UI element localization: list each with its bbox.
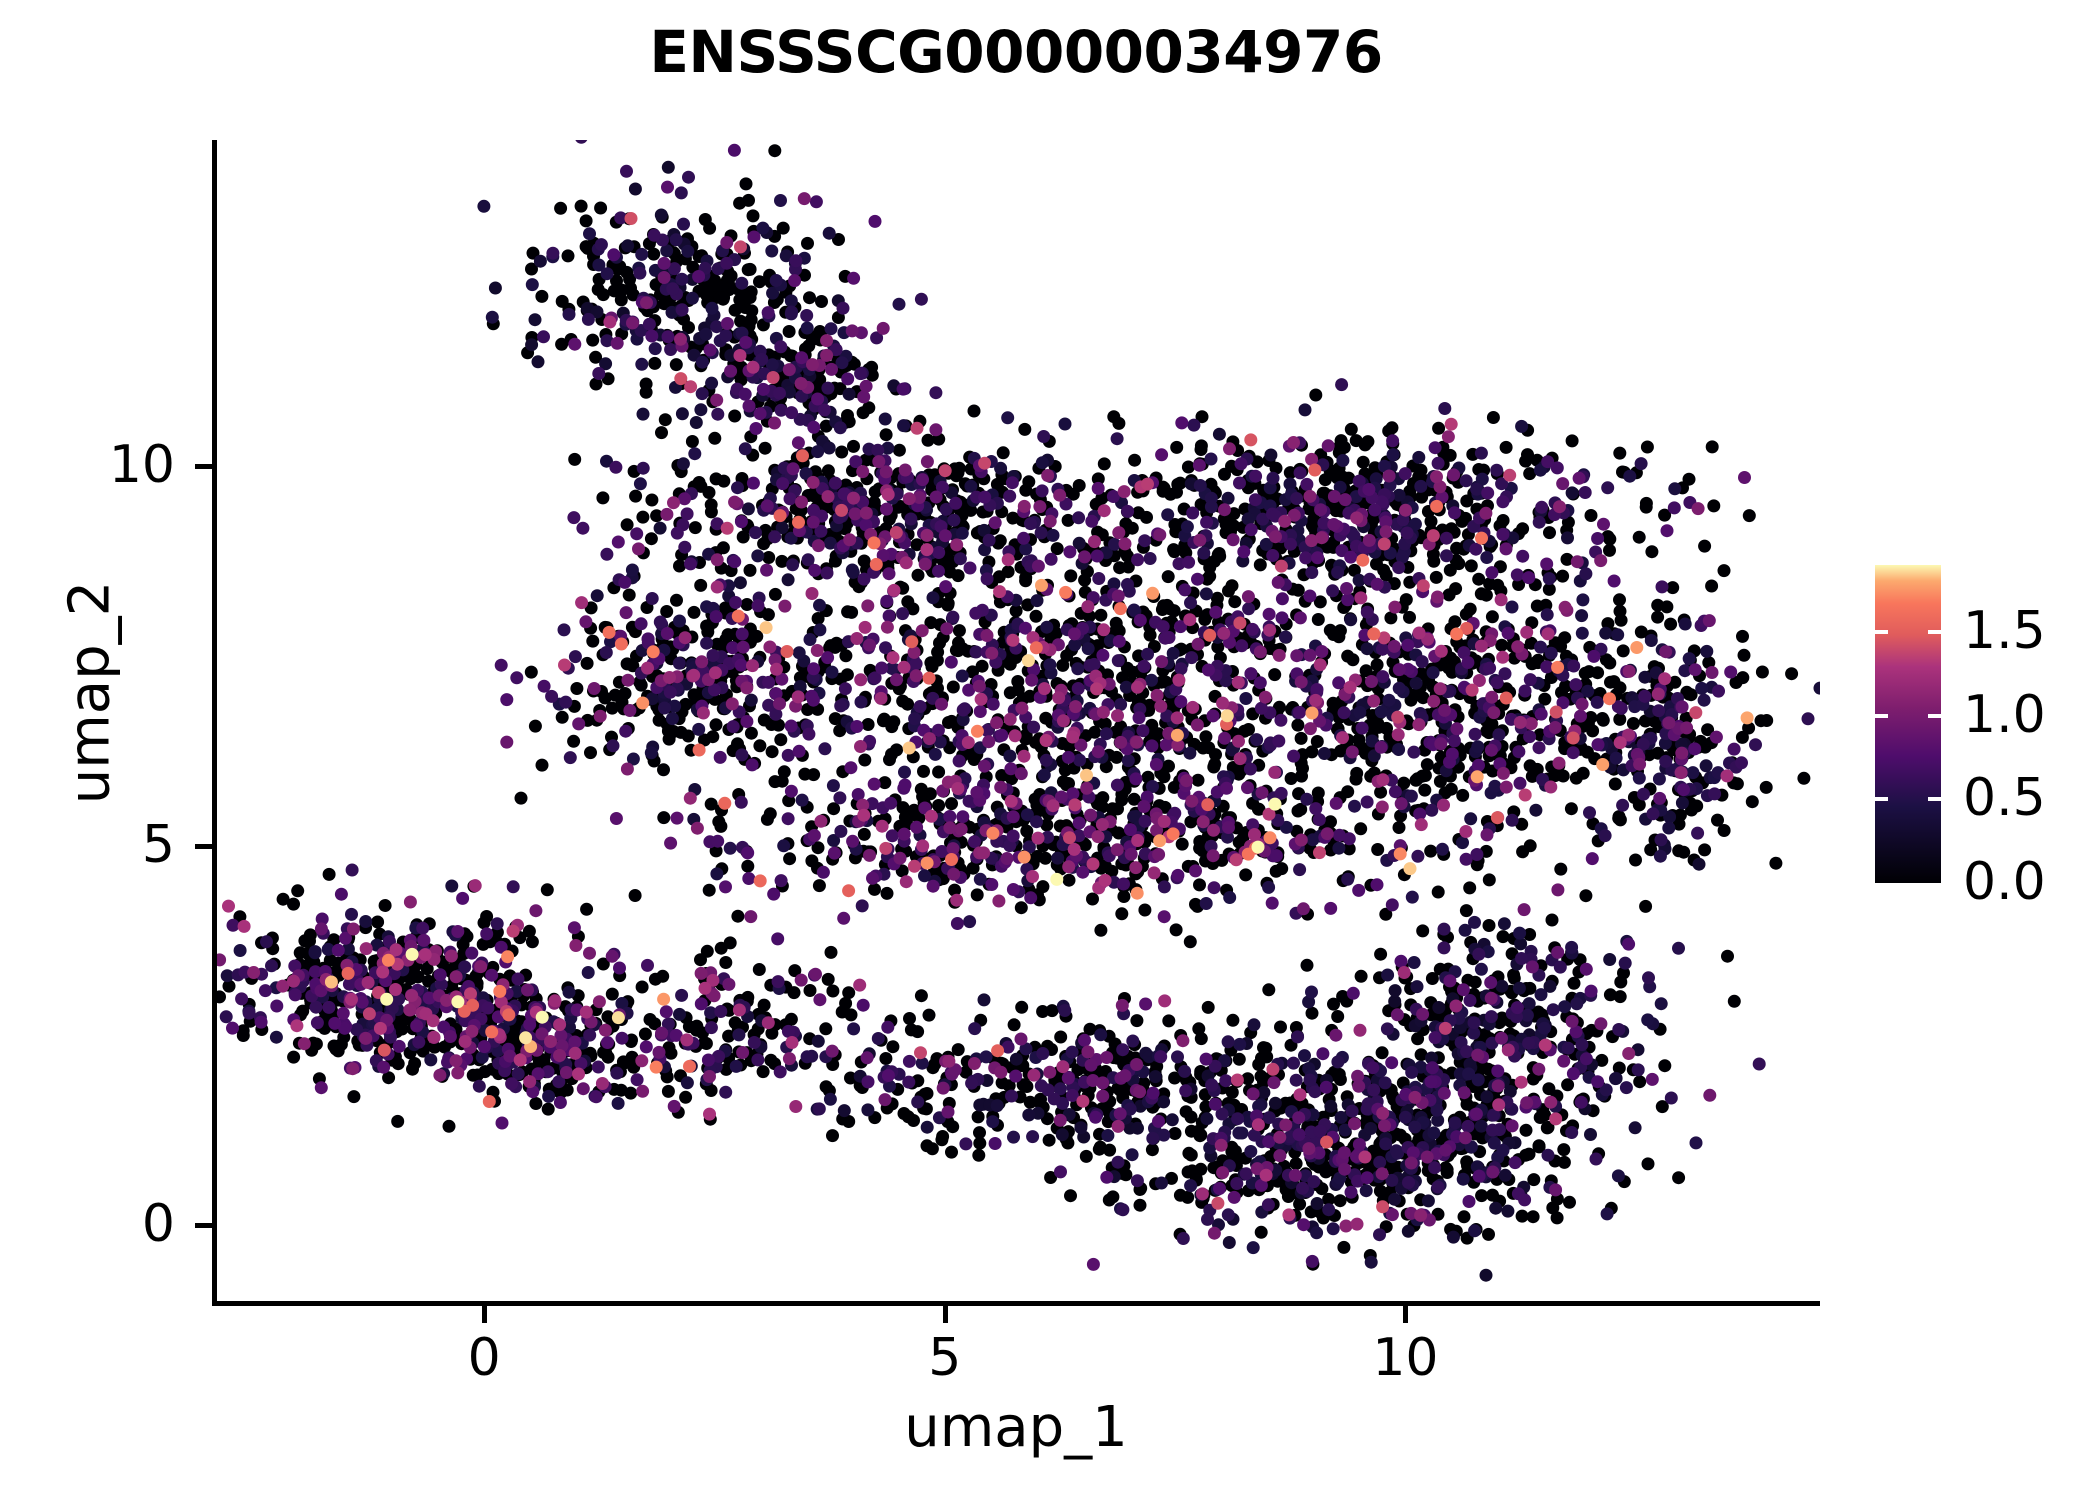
x-tick-label: 5 <box>928 1328 962 1388</box>
y-tick-label: 5 <box>141 814 175 875</box>
x-tick-mark <box>1403 1306 1409 1323</box>
scatter-points-layer <box>217 140 1820 1282</box>
y-tick-mark <box>195 464 212 470</box>
x-axis-spine <box>212 1301 1820 1306</box>
colorbar-gradient <box>1875 565 1941 883</box>
colorbar-tick-mark <box>1928 797 1941 802</box>
colorbar-tick-mark <box>1928 629 1941 634</box>
y-tick-mark <box>195 1223 212 1229</box>
colorbar-tick-label: 1.0 <box>1963 684 2046 745</box>
x-tick-mark <box>482 1306 488 1323</box>
x-tick-mark <box>942 1306 948 1323</box>
y-axis-label: umap_2 <box>57 580 123 805</box>
x-tick-label: 10 <box>1372 1328 1439 1388</box>
x-axis-label: umap_1 <box>904 1395 1128 1460</box>
page-title: ENSSSCG00000034976 <box>649 18 1383 86</box>
colorbar-tick-label: 0.0 <box>1963 852 2046 912</box>
y-tick-label: 0 <box>141 1194 175 1255</box>
plot-axes <box>212 140 1820 1306</box>
y-tick-label: 10 <box>108 435 175 496</box>
colorbar-tick-mark <box>1928 713 1941 718</box>
y-axis-spine <box>212 140 217 1306</box>
colorbar <box>1875 565 1941 883</box>
colorbar-tick-mark <box>1875 629 1888 634</box>
x-tick-label: 0 <box>467 1328 501 1388</box>
y-tick-mark <box>195 843 212 849</box>
colorbar-tick-mark <box>1875 713 1888 718</box>
colorbar-tick-mark <box>1875 797 1888 802</box>
colorbar-tick-label: 0.5 <box>1963 768 2046 829</box>
colorbar-tick-label: 1.5 <box>1963 600 2046 661</box>
